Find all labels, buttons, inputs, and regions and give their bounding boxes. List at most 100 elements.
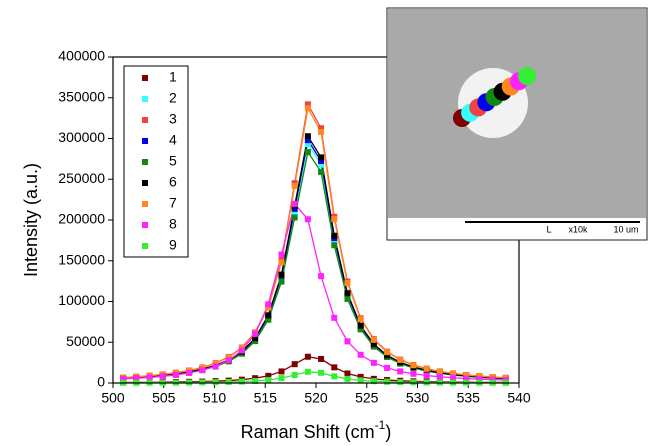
y-tick-label: 250000 — [58, 170, 105, 186]
data-point — [331, 232, 338, 239]
data-point — [384, 352, 391, 359]
legend-marker — [142, 117, 148, 123]
legend-marker — [142, 243, 148, 249]
data-point — [397, 356, 404, 363]
data-point — [304, 368, 311, 375]
data-point — [172, 371, 179, 378]
data-point — [331, 242, 338, 249]
fit-line — [123, 356, 506, 384]
legend-marker — [142, 159, 148, 165]
data-point — [199, 379, 206, 386]
data-point — [357, 322, 364, 329]
data-point — [304, 141, 311, 148]
data-point — [450, 370, 457, 377]
data-point — [265, 301, 272, 308]
x-tick-label: 520 — [304, 390, 328, 406]
legend-label: 1 — [169, 69, 177, 85]
data-point — [370, 336, 377, 343]
x-tick-label: 530 — [406, 390, 430, 406]
data-point — [265, 304, 272, 311]
data-point — [304, 105, 311, 112]
data-point — [344, 375, 351, 382]
legend-marker — [142, 222, 148, 228]
data-point — [318, 168, 325, 175]
x-label-end: ) — [385, 422, 391, 442]
data-point — [318, 125, 325, 132]
data-point — [238, 378, 245, 385]
data-point — [370, 341, 377, 348]
legend-label: 6 — [169, 174, 177, 190]
data-point — [252, 377, 259, 384]
data-point — [291, 183, 298, 190]
legend-label: 5 — [169, 153, 177, 169]
y-tick-label: 50000 — [66, 333, 105, 349]
data-point — [278, 259, 285, 266]
data-point — [199, 367, 206, 374]
data-point — [265, 316, 272, 323]
x-label-sup: -1 — [375, 418, 386, 432]
y-tick-label: 150000 — [58, 251, 105, 267]
data-point — [225, 378, 232, 385]
x-label-text: Raman Shift (cm — [241, 422, 375, 442]
data-point — [318, 128, 325, 135]
data-point — [357, 373, 364, 380]
legend-marker — [142, 180, 148, 186]
data-point — [344, 279, 351, 286]
data-point — [318, 369, 325, 376]
data-point — [489, 376, 496, 383]
x-axis-label: Raman Shift (cm-1) — [241, 418, 392, 442]
data-point — [212, 363, 219, 370]
data-point — [304, 216, 311, 223]
data-point — [384, 378, 391, 385]
data-point — [265, 376, 272, 383]
data-point — [450, 374, 457, 381]
y-axis-label: Intensity (a.u.) — [21, 163, 41, 277]
data-point — [344, 338, 351, 345]
data-point — [291, 361, 298, 368]
legend-label: 2 — [169, 90, 177, 106]
data-point — [423, 372, 430, 379]
data-point — [238, 347, 245, 354]
inset-label: L — [546, 224, 551, 234]
data-point — [304, 353, 311, 360]
data-point — [331, 364, 338, 371]
inset-spot — [518, 67, 536, 85]
data-point — [120, 375, 127, 382]
y-tick-label: 0 — [97, 374, 105, 390]
data-point — [252, 330, 259, 337]
data-point — [384, 349, 391, 356]
data-point — [212, 379, 219, 386]
data-point — [463, 372, 470, 379]
data-point — [397, 368, 404, 375]
data-point — [291, 214, 298, 221]
legend-label: 4 — [169, 132, 177, 148]
data-point — [370, 359, 377, 366]
data-point — [331, 216, 338, 223]
legend-marker — [142, 75, 148, 81]
data-point — [436, 368, 443, 375]
data-point — [384, 364, 391, 371]
data-point — [410, 379, 417, 386]
data-point — [318, 154, 325, 161]
data-point — [304, 133, 311, 140]
inset-image: L x10k 10 um — [386, 7, 648, 241]
data-point — [331, 373, 338, 380]
data-point — [304, 101, 311, 108]
legend-marker — [142, 138, 148, 144]
y-tick-label: 300000 — [58, 129, 105, 145]
data-point — [291, 200, 298, 207]
data-point — [318, 161, 325, 168]
legend-marker — [142, 201, 148, 207]
data-point — [397, 379, 404, 386]
data-point — [278, 375, 285, 382]
x-tick-label: 510 — [203, 390, 227, 406]
data-point — [291, 372, 298, 379]
plot-area: 0500001000001500002000002500003000003500… — [58, 48, 531, 406]
inset-label: x10k — [568, 224, 588, 234]
legend-label: 8 — [169, 216, 177, 232]
x-tick-label: 505 — [152, 390, 176, 406]
y-tick-label: 400000 — [58, 48, 105, 64]
data-point — [331, 314, 338, 321]
data-point — [278, 278, 285, 285]
data-point — [278, 368, 285, 375]
